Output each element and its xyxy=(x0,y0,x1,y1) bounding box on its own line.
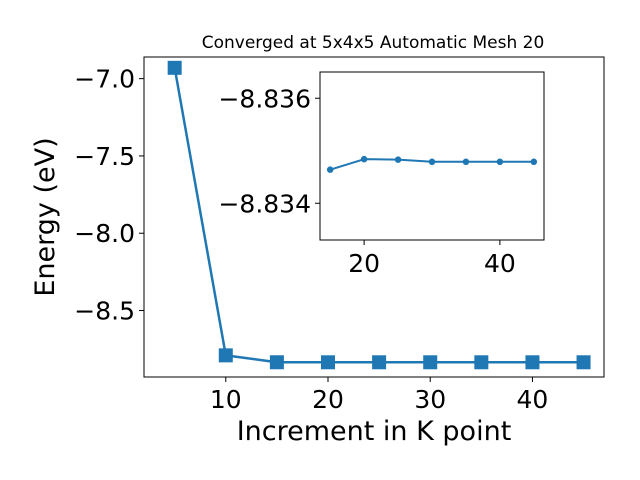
main-data-point xyxy=(576,355,591,370)
inset-y-tick-label: −8.834 xyxy=(218,189,311,218)
chart-title: Converged at 5x4x5 Automatic Mesh 20 xyxy=(202,33,545,53)
main-y-tick-label: −7.5 xyxy=(74,142,135,171)
main-series xyxy=(167,60,591,370)
main-x-tick-label: 30 xyxy=(414,385,446,414)
inset-data-point xyxy=(428,158,436,166)
inset-data-point xyxy=(360,155,368,163)
main-plot-frame xyxy=(143,56,605,378)
inset-data-point xyxy=(530,158,538,166)
main-data-point xyxy=(372,355,387,370)
inset-x-tick-label: 40 xyxy=(484,249,516,278)
inset-y-tick-label: −8.836 xyxy=(218,84,311,113)
main-y-tick-label: −7.0 xyxy=(74,65,135,94)
inset-plot: 20 40 −8.836−8.834 xyxy=(218,71,545,278)
main-y-ticks: −7.0 −7.5 −8.0 −8.5 xyxy=(74,65,144,326)
inset-y-ticks: −8.836 −8.834 xyxy=(218,84,320,218)
inset-series xyxy=(326,155,538,173)
main-y-tick-label: −8.5 xyxy=(74,297,135,326)
inset-data-point xyxy=(394,156,402,163)
main-x-ticks: 10 20 30 40 xyxy=(210,377,548,414)
main-x-tick-label: 40 xyxy=(517,385,549,414)
inset-data-point xyxy=(462,158,470,166)
inset-data-point xyxy=(496,158,504,166)
main-y-tick-label: −8.0 xyxy=(74,219,135,248)
main-x-tick-label: 10 xyxy=(210,385,242,414)
y-axis-label: Energy (eV) xyxy=(30,137,61,296)
main-data-point xyxy=(321,355,335,370)
main-data-point xyxy=(218,348,233,363)
main-data-point xyxy=(474,355,489,370)
inset-data-point xyxy=(326,166,334,173)
main-plot: 10 20 30 40 −7.0 −7.5 −8.0 −8.5 xyxy=(74,56,605,414)
main-data-point xyxy=(167,60,182,75)
main-data-point xyxy=(269,355,284,370)
inset-background xyxy=(320,72,544,240)
main-x-tick-label: 20 xyxy=(312,385,344,414)
main-data-point xyxy=(423,355,438,370)
inset-frame xyxy=(319,71,545,241)
inset-x-tick-label: 20 xyxy=(348,249,380,278)
x-axis-label: Increment in K point xyxy=(237,416,512,447)
main-data-point xyxy=(525,355,540,370)
inset-x-ticks: 20 40 xyxy=(348,240,516,278)
